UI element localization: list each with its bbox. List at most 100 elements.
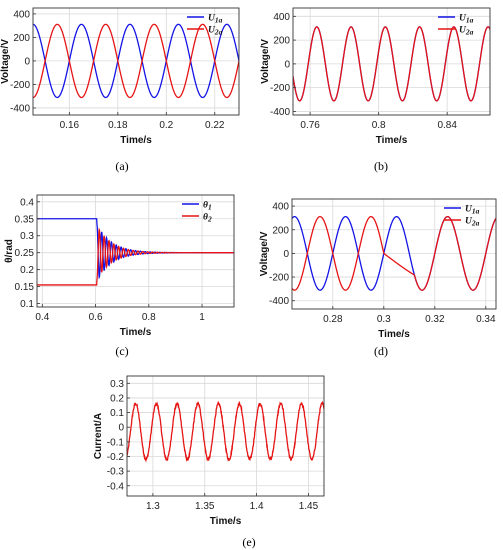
legend-label-sub: 2a <box>214 28 223 37</box>
x-tick-label: 0.32 <box>425 314 445 325</box>
panel-caption: (c) <box>115 344 128 358</box>
legend-label-sub: 2a <box>465 28 474 37</box>
chart-panel-d: 0.28 0.3 0.32 0.34 -400 -200 0 200 400 Time/s Volt… <box>259 198 497 358</box>
x-tick-label: 0.18 <box>108 120 128 131</box>
series-line-2 <box>33 23 239 99</box>
legend-label-sub: 1a <box>215 16 223 25</box>
y-tick-label: 0.2 <box>20 265 34 276</box>
y-tick-label: 0.2 <box>110 393 124 404</box>
legend-label-sub: 1 <box>208 203 212 212</box>
legend-label-sub: 1a <box>472 207 480 216</box>
series-line-1 <box>37 218 234 280</box>
x-tick-label: 1.3 <box>146 501 160 512</box>
y-tick-label: 0.25 <box>15 248 35 259</box>
y-tick-label: -400 <box>10 103 30 114</box>
series-line-2 <box>292 215 496 291</box>
legend-label-1: U1a <box>459 14 474 25</box>
y-tick-label: 0.15 <box>15 282 35 293</box>
legend-label-main: U <box>208 26 216 36</box>
x-axis-label: Time/s <box>378 329 410 340</box>
y-tick-label: -0.4 <box>107 481 125 492</box>
chart-panel-a: 0.16 0.18 0.2 0.22 -400 -200 0 200 400 Time/s Volt… <box>0 7 240 173</box>
y-tick-label: -200 <box>10 80 30 91</box>
x-axis-label: Time/s <box>210 516 242 527</box>
series-line-1 <box>33 23 239 99</box>
legend-label-main: U <box>465 217 473 227</box>
x-tick-label: 1.4 <box>250 501 264 512</box>
y-tick-label: 200 <box>272 225 289 236</box>
legend-label-main: θ <box>203 201 208 211</box>
y-axis-label: Voltage/V <box>259 231 270 276</box>
legend-label-main: θ <box>203 213 208 223</box>
series-line-2 <box>293 26 490 102</box>
x-tick-label: 0.76 <box>300 120 320 131</box>
legend-label-1: U1a <box>465 205 480 216</box>
x-tick-label: 0.22 <box>205 120 225 131</box>
y-tick-label: 0.35 <box>15 214 35 225</box>
chart-panel-b: 0.76 0.8 0.84 -400 -200 0 200 400 Time/s Voltage/… <box>260 7 491 173</box>
x-tick-label: 0.2 <box>159 120 173 131</box>
x-axis-label: Time/s <box>376 135 408 146</box>
y-tick-label: 0 <box>24 56 30 67</box>
y-tick-label: -400 <box>269 296 289 307</box>
y-tick-label: 200 <box>273 36 290 47</box>
legend-label-main: U <box>208 14 216 24</box>
plot-frame <box>291 198 497 310</box>
x-tick-label: 0.28 <box>323 314 343 325</box>
y-axis-label: Voltage/V <box>260 39 271 84</box>
plot-frame <box>126 375 325 497</box>
legend-label-2: U2a <box>465 217 480 228</box>
y-tick-label: -0.1 <box>107 437 125 448</box>
x-tick-label: 0.16 <box>60 120 80 131</box>
plot-frame <box>36 194 235 308</box>
panel-caption: (a) <box>115 159 128 173</box>
y-tick-label: -200 <box>270 83 290 94</box>
x-axis-label: Time/s <box>120 327 152 338</box>
y-tick-label: -0.3 <box>107 467 125 478</box>
y-tick-label: 0 <box>284 59 290 70</box>
x-tick-label: 0.8 <box>372 120 386 131</box>
x-tick-label: 1.35 <box>195 501 215 512</box>
y-tick-label: 0.1 <box>110 408 124 419</box>
legend-label-1: θ1 <box>203 201 212 212</box>
x-tick-label: 0.34 <box>476 314 496 325</box>
y-tick-label: 0 <box>118 423 124 434</box>
legend-label-2: U2a <box>459 26 474 37</box>
y-tick-label: -400 <box>270 107 290 118</box>
y-tick-label: 0.3 <box>20 231 34 242</box>
x-tick-label: 1.45 <box>299 501 319 512</box>
y-axis-label: Voltage/V <box>0 39 11 84</box>
plot-frame <box>32 7 240 116</box>
y-tick-label: 0.4 <box>20 197 34 208</box>
x-tick-label: 0.4 <box>35 312 49 323</box>
series-line-1 <box>127 400 324 463</box>
x-tick-label: 1 <box>199 312 205 323</box>
x-tick-label: 0.3 <box>377 314 391 325</box>
legend-label-sub: 2 <box>207 215 212 224</box>
x-tick-label: 0.8 <box>142 312 156 323</box>
legend-label-main: U <box>465 205 473 215</box>
legend-label-main: U <box>459 26 467 36</box>
y-tick-label: 200 <box>13 33 30 44</box>
y-tick-label: 0.3 <box>110 379 124 390</box>
plot-frame <box>292 7 491 116</box>
legend-label-2: U2a <box>208 26 223 37</box>
y-tick-label: 0.1 <box>20 299 34 310</box>
y-tick-label: -200 <box>269 273 289 284</box>
legend-label-main: U <box>459 14 467 24</box>
y-tick-label: -0.2 <box>107 452 125 463</box>
chart-panel-e: 1.3 1.35 1.4 1.45 -0.4 -0.3 -0.2 -0.1 0 0.1 0.2 0.3… <box>93 375 325 549</box>
x-tick-label: 0.6 <box>89 312 103 323</box>
y-tick-label: 400 <box>13 9 30 20</box>
panel-caption: (e) <box>242 535 255 549</box>
panel-caption: (d) <box>374 344 388 358</box>
legend-label-2: θ2 <box>203 213 212 224</box>
legend-label-sub: 2a <box>471 219 480 228</box>
legend-label-1: U1a <box>208 14 223 25</box>
y-tick-label: 400 <box>273 12 290 23</box>
y-tick-label: 400 <box>272 202 289 213</box>
x-axis-label: Time/s <box>120 135 152 146</box>
series-line-2 <box>37 227 234 286</box>
y-tick-label: 0 <box>283 249 289 260</box>
